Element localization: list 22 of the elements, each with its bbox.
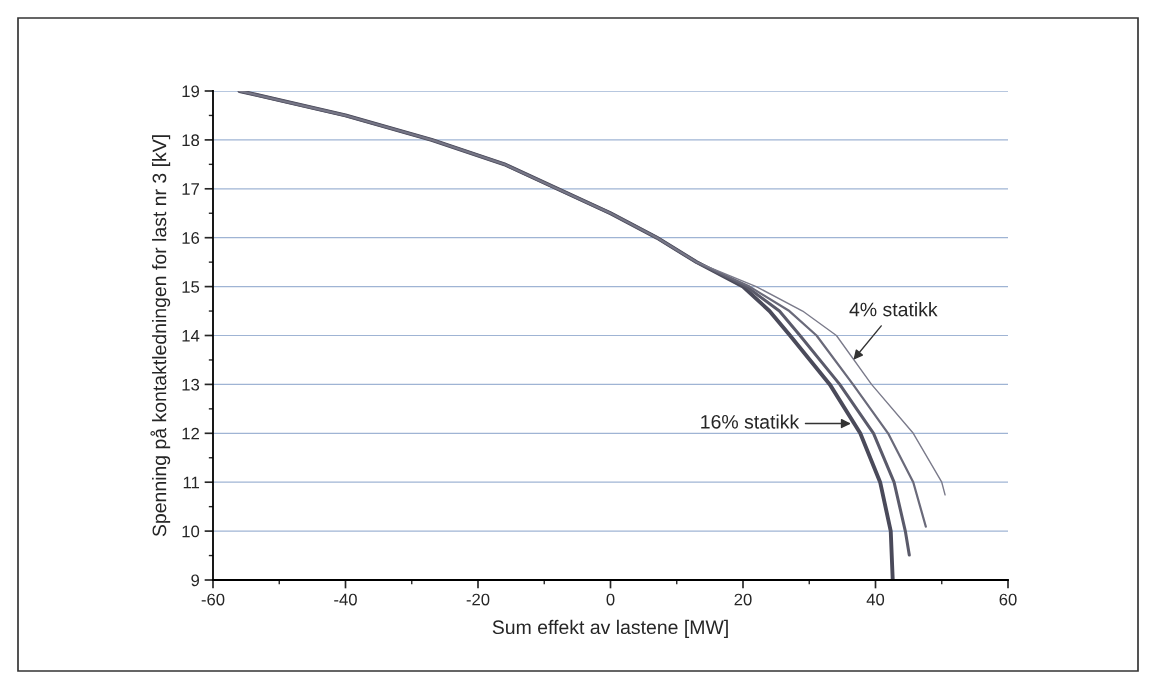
y-tick-label: 11: [183, 476, 199, 489]
y-tick-label: 15: [182, 281, 200, 293]
y-tick-label: 12: [182, 427, 199, 440]
y-tick-label: 14: [182, 330, 200, 342]
x-tick-label: 60: [999, 593, 1017, 606]
x-tick-label: 20: [734, 593, 752, 606]
y-tick-label: 18: [182, 134, 200, 147]
y-tick-label: 13: [182, 378, 200, 391]
y-tick-label: 10: [182, 525, 200, 538]
y-tick-label: 9: [191, 574, 200, 587]
y-axis-title: Spenning på kontaktledningen for last nr 3 [kV]: [150, 135, 171, 537]
y-tick-label: 19: [182, 85, 200, 98]
y-tick-label: 16: [182, 232, 200, 244]
annotation: 16% statikk: [701, 414, 800, 429]
x-tick-label: -20: [466, 593, 490, 606]
x-tick-label: -40: [334, 593, 357, 606]
x-tick-label: 0: [606, 593, 615, 606]
x-tick-label: 40: [866, 593, 885, 606]
y-tick-label: 17: [182, 183, 199, 195]
annotation: 4% statikk: [849, 302, 938, 317]
x-axis-title: Sum effekt av lastene [MW]: [492, 619, 728, 638]
x-tick-label: -60: [201, 593, 225, 606]
